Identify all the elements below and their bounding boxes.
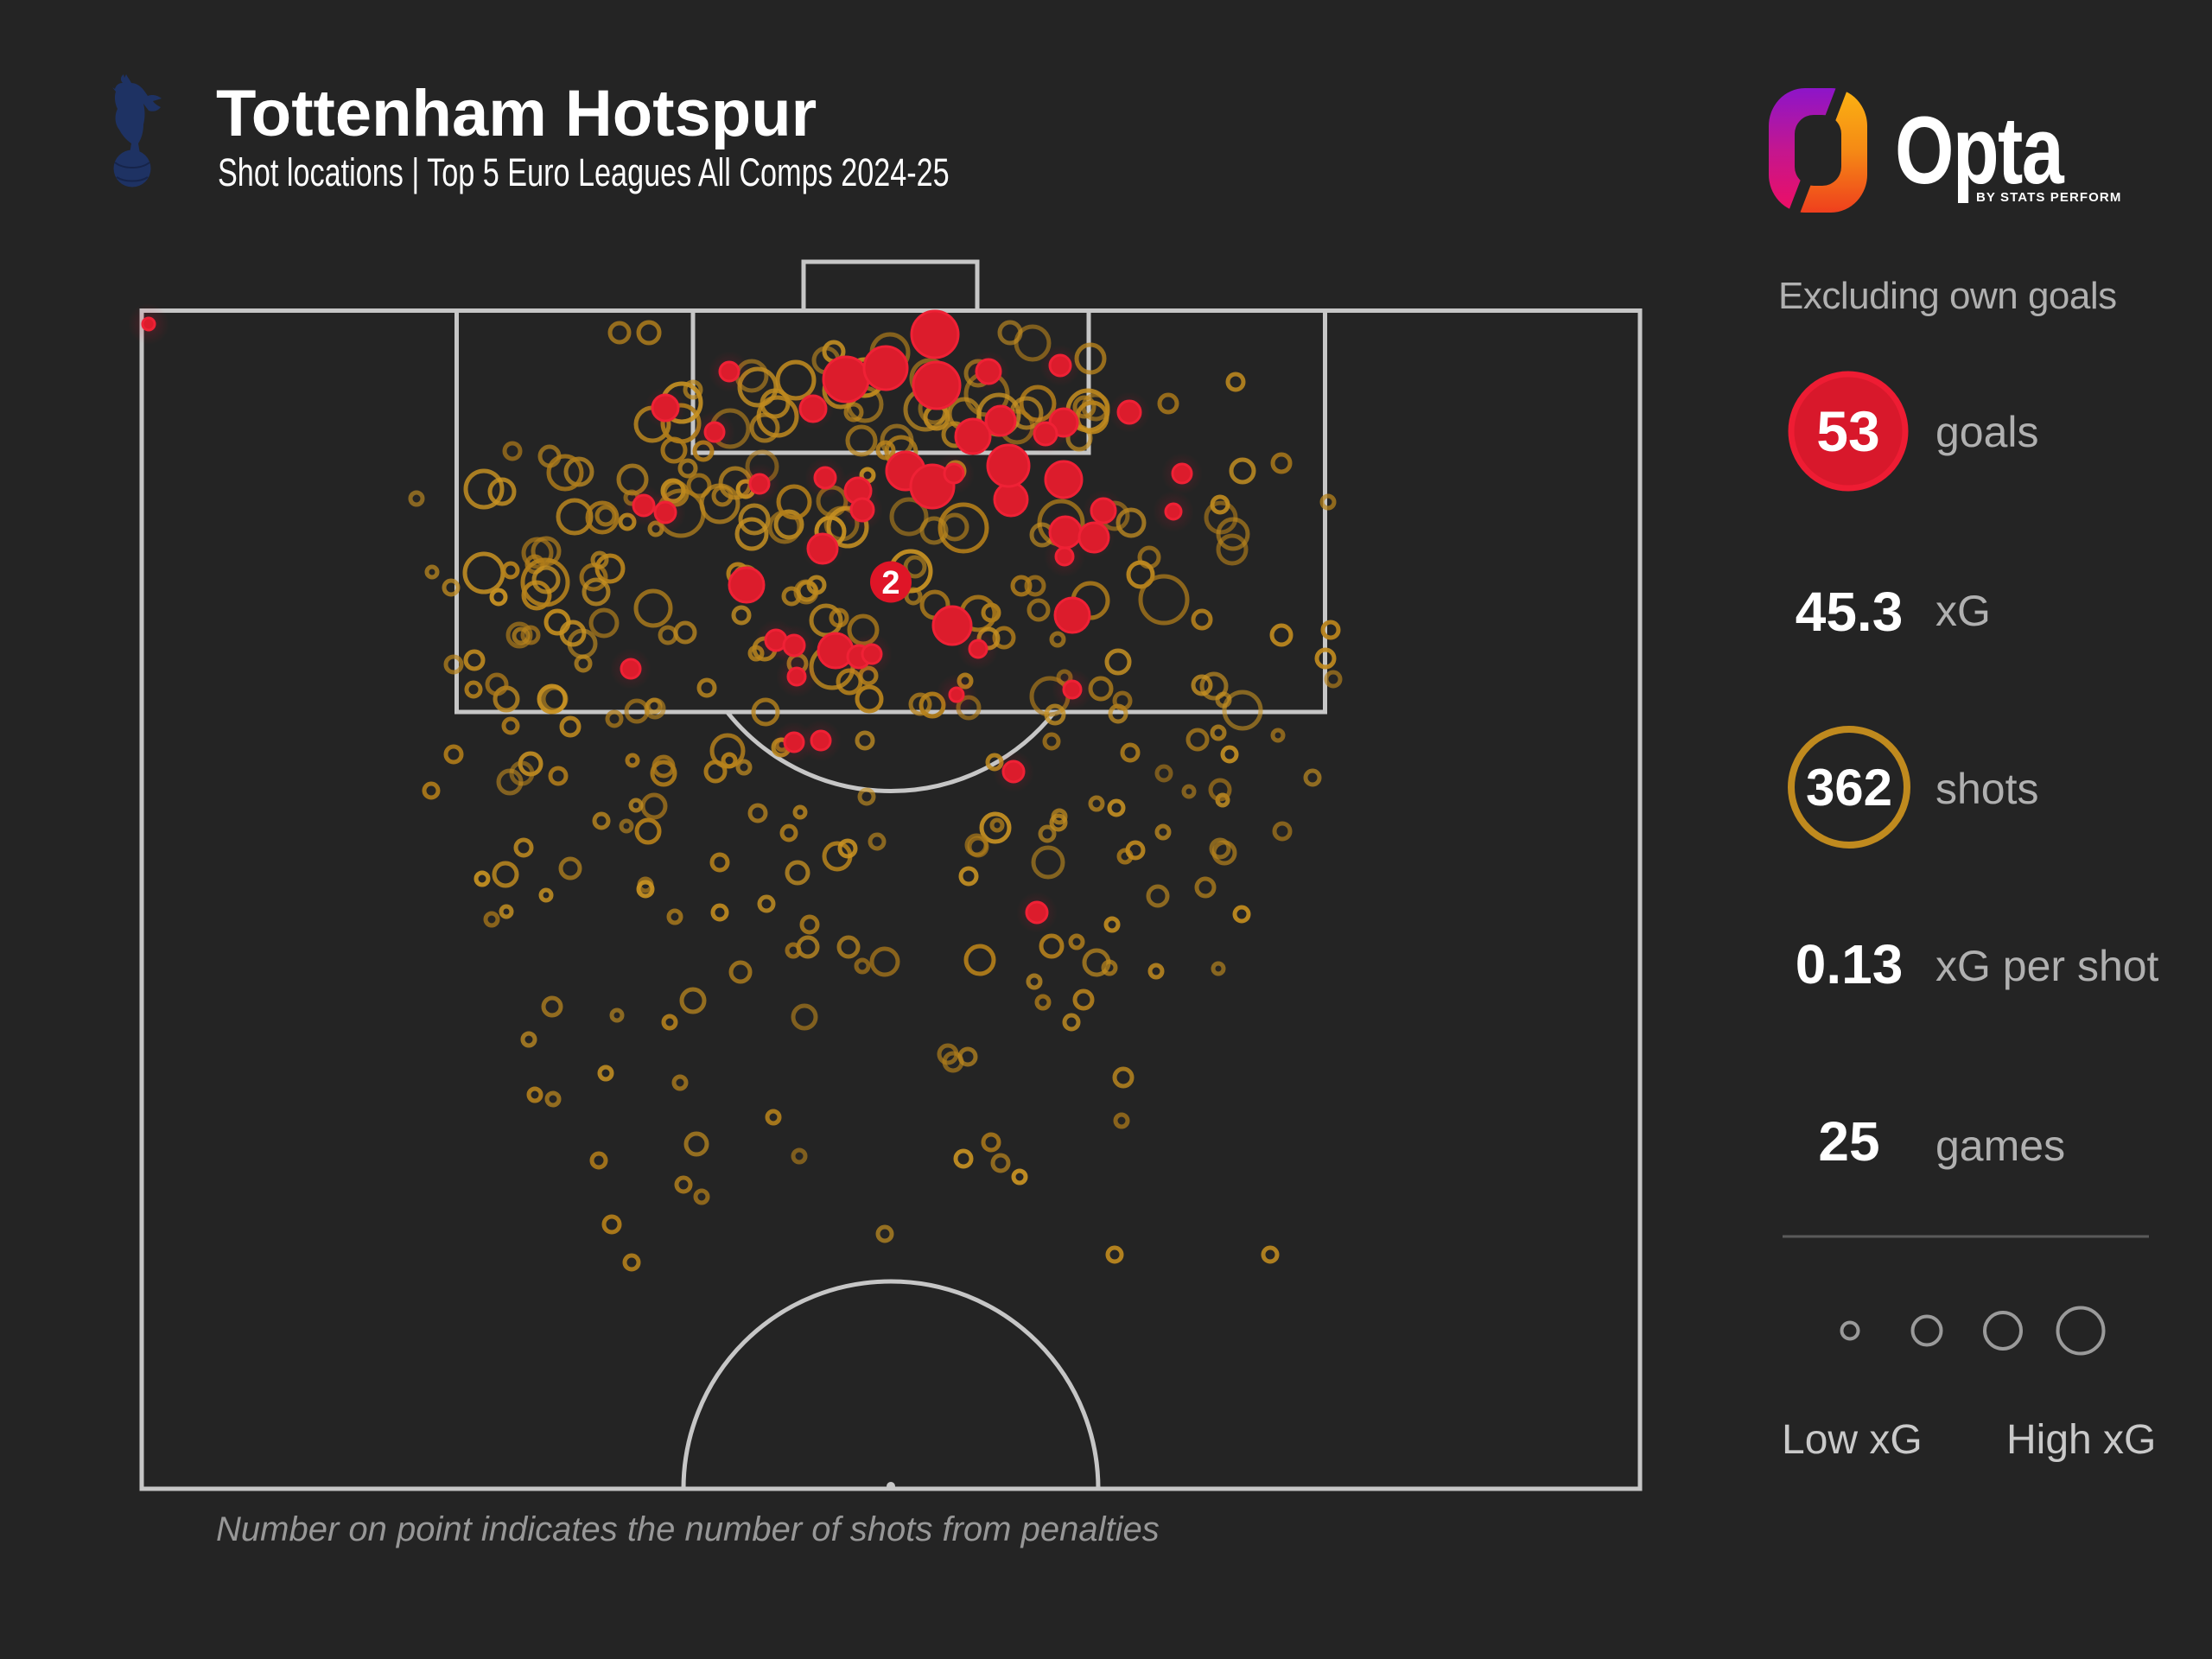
svg-text:53: 53	[1816, 399, 1879, 463]
svg-text:362: 362	[1806, 759, 1892, 817]
svg-text:2: 2	[881, 565, 899, 601]
